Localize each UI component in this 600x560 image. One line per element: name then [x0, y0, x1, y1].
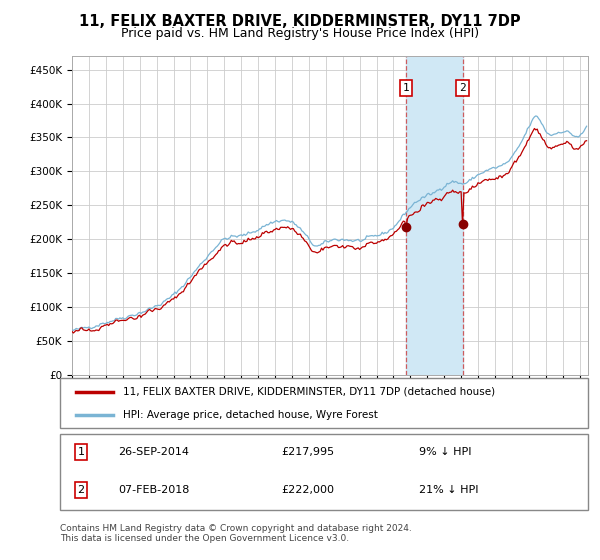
Text: 1: 1: [403, 83, 409, 93]
Text: Price paid vs. HM Land Registry's House Price Index (HPI): Price paid vs. HM Land Registry's House …: [121, 27, 479, 40]
Text: 9% ↓ HPI: 9% ↓ HPI: [419, 447, 472, 457]
Text: £217,995: £217,995: [282, 447, 335, 457]
FancyBboxPatch shape: [60, 378, 588, 428]
FancyBboxPatch shape: [60, 434, 588, 510]
Text: 11, FELIX BAXTER DRIVE, KIDDERMINSTER, DY11 7DP (detached house): 11, FELIX BAXTER DRIVE, KIDDERMINSTER, D…: [124, 386, 496, 396]
Text: £222,000: £222,000: [282, 485, 335, 495]
Text: 2: 2: [459, 83, 466, 93]
Text: Contains HM Land Registry data © Crown copyright and database right 2024.
This d: Contains HM Land Registry data © Crown c…: [60, 524, 412, 543]
Text: 07-FEB-2018: 07-FEB-2018: [118, 485, 190, 495]
Text: 11, FELIX BAXTER DRIVE, KIDDERMINSTER, DY11 7DP: 11, FELIX BAXTER DRIVE, KIDDERMINSTER, D…: [79, 14, 521, 29]
Text: 1: 1: [77, 447, 85, 457]
Text: 26-SEP-2014: 26-SEP-2014: [118, 447, 189, 457]
Text: 21% ↓ HPI: 21% ↓ HPI: [419, 485, 479, 495]
Text: 2: 2: [77, 485, 85, 495]
Text: HPI: Average price, detached house, Wyre Forest: HPI: Average price, detached house, Wyre…: [124, 410, 378, 420]
